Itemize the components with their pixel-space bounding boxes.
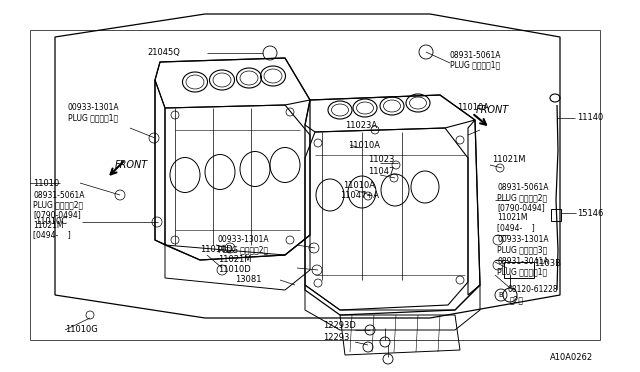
- Text: PLUG プラグ（2）: PLUG プラグ（2）: [497, 193, 547, 202]
- Text: 11140: 11140: [577, 113, 604, 122]
- Text: 11021M: 11021M: [218, 256, 252, 264]
- Text: 11010D: 11010D: [218, 266, 251, 275]
- Text: 11021M: 11021M: [33, 221, 63, 230]
- Text: [0790-0494]: [0790-0494]: [33, 211, 81, 219]
- Text: 11010C: 11010C: [35, 218, 67, 227]
- Text: 11023: 11023: [368, 155, 394, 164]
- Bar: [551, 209, 561, 221]
- Text: 11023A: 11023A: [345, 121, 377, 129]
- Text: 00933-1301A: 00933-1301A: [218, 235, 269, 244]
- Text: PLUG プラグ（1）: PLUG プラグ（1）: [68, 113, 118, 122]
- Text: 00933-1301A: 00933-1301A: [497, 235, 548, 244]
- Text: 13081: 13081: [235, 276, 262, 285]
- Text: B: B: [499, 292, 504, 298]
- Text: 08931-5061A: 08931-5061A: [33, 190, 84, 199]
- Text: [0790-0494]: [0790-0494]: [497, 203, 545, 212]
- Text: 11010: 11010: [33, 179, 60, 187]
- Text: FRONT: FRONT: [476, 105, 509, 115]
- Text: 08120-61228: 08120-61228: [508, 285, 559, 295]
- Text: 11010D: 11010D: [200, 246, 233, 254]
- Text: 08931-5061A: 08931-5061A: [450, 51, 502, 60]
- Text: 11010A: 11010A: [348, 141, 380, 150]
- Text: PLUG プラグ（2）: PLUG プラグ（2）: [218, 246, 268, 254]
- Text: 11021M: 11021M: [492, 155, 525, 164]
- Text: PLUG プラグ（1）: PLUG プラグ（1）: [450, 61, 500, 70]
- Text: 11021M: 11021M: [497, 214, 527, 222]
- Text: PLUG プラグ（2）: PLUG プラグ（2）: [33, 201, 83, 209]
- Text: 08931-3041A: 08931-3041A: [497, 257, 548, 266]
- Text: 12293D: 12293D: [323, 321, 356, 330]
- Text: 11010A: 11010A: [343, 180, 375, 189]
- Text: PLUG プラグ（3）: PLUG プラグ（3）: [497, 246, 547, 254]
- Text: 11047+A: 11047+A: [340, 192, 379, 201]
- Text: 12293: 12293: [323, 334, 349, 343]
- Text: 11010G: 11010G: [65, 326, 98, 334]
- Text: 21045Q: 21045Q: [147, 48, 180, 57]
- Text: PLUG プラグ（1）: PLUG プラグ（1）: [497, 267, 547, 276]
- Text: 11047: 11047: [368, 167, 394, 176]
- Text: [0494-    ]: [0494- ]: [497, 224, 535, 232]
- Text: （2）: （2）: [510, 295, 524, 305]
- Text: [0494-    ]: [0494- ]: [33, 231, 71, 240]
- Text: 1103B: 1103B: [534, 259, 561, 267]
- Text: 08931-5061A: 08931-5061A: [497, 183, 548, 192]
- Text: 15146: 15146: [577, 208, 604, 218]
- Text: 11010A: 11010A: [457, 103, 489, 112]
- Text: 00933-1301A: 00933-1301A: [68, 103, 120, 112]
- Text: FRONT: FRONT: [115, 160, 148, 170]
- Text: A10A0262: A10A0262: [550, 353, 593, 362]
